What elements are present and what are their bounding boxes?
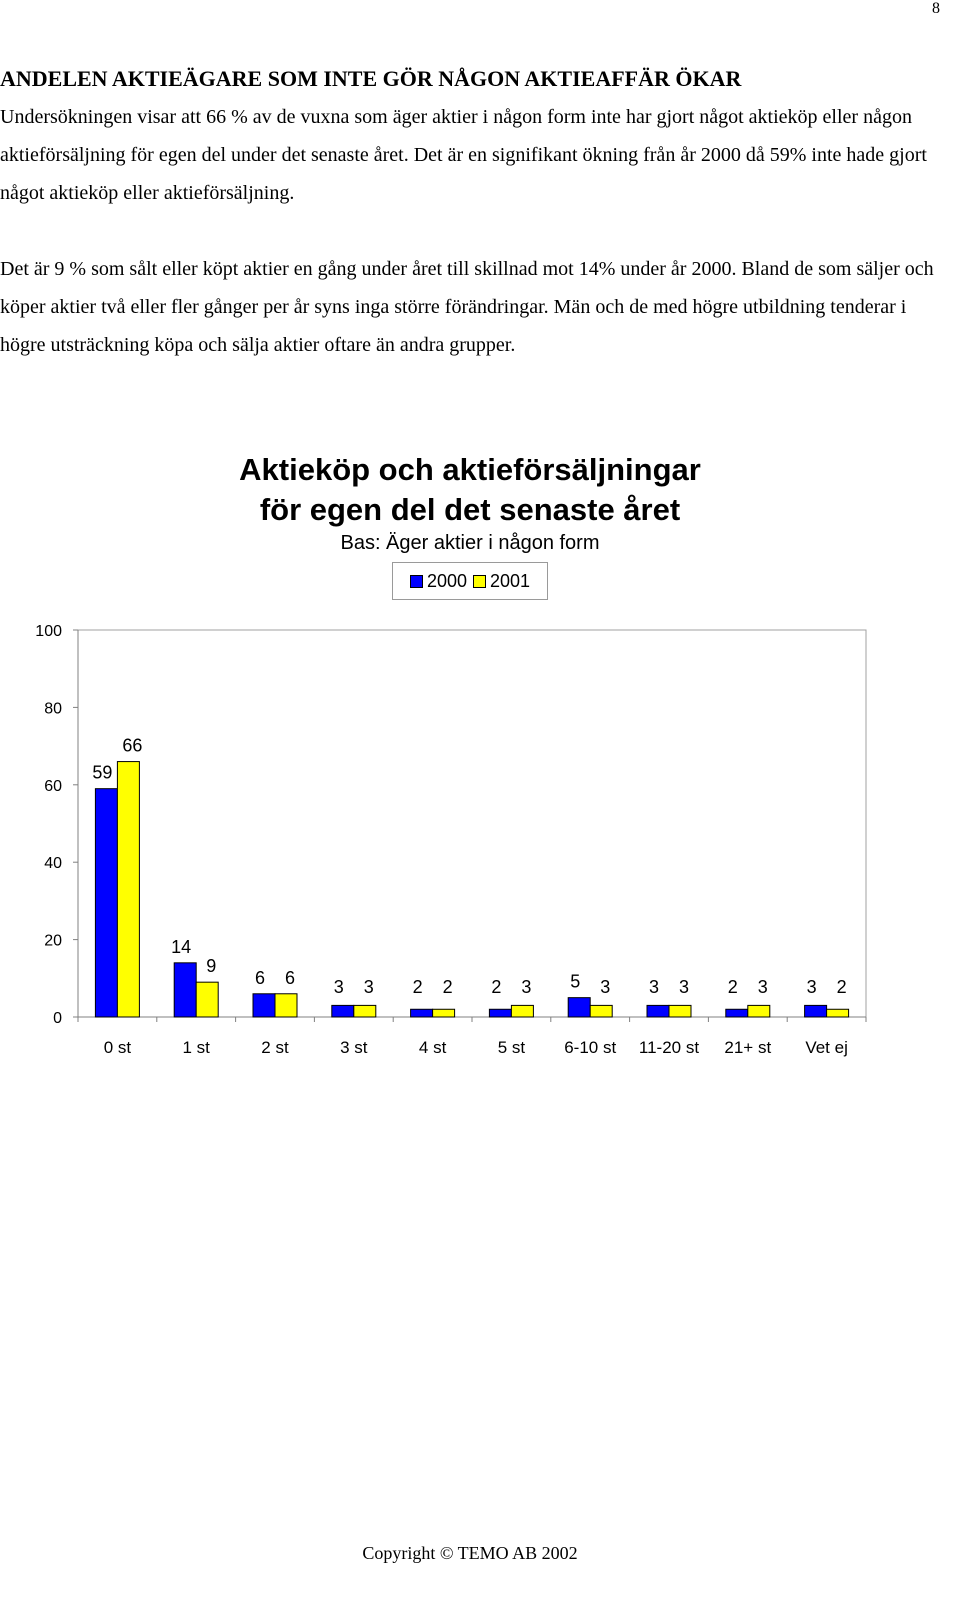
data-label-2000-3-st: 3 xyxy=(334,977,344,997)
data-label-2000-2-st: 6 xyxy=(255,968,265,988)
category-label-4-st: 4 st xyxy=(419,1038,447,1057)
y-tick-label-80: 80 xyxy=(44,700,62,717)
data-label-2000-11-20-st: 3 xyxy=(649,977,659,997)
data-label-2001-3-st: 3 xyxy=(364,977,374,997)
data-label-2001-5-st: 3 xyxy=(521,977,531,997)
data-label-2001-6-10-st: 3 xyxy=(600,977,610,997)
y-tick-label-20: 20 xyxy=(44,933,62,950)
data-label-2001-2-st: 6 xyxy=(285,968,295,988)
data-label-2001-0-st: 66 xyxy=(122,736,142,756)
chart-title-line-2: för egen del det senaste året xyxy=(259,492,681,527)
chart-subtitle: Bas: Äger aktier i någon form xyxy=(340,532,600,554)
bar-2001-Vet-ej xyxy=(826,1008,850,1018)
category-label-2-st: 2 st xyxy=(261,1038,289,1057)
data-label-2001-21+-st: 3 xyxy=(758,977,768,997)
bar-2000-11-20-st xyxy=(646,1004,670,1018)
category-label-1-st: 1 st xyxy=(182,1038,210,1057)
chart-title-line-1: Aktieköp och aktieförsäljningar xyxy=(239,452,701,487)
bar-2001-6-10-st xyxy=(589,1004,613,1018)
category-label-3-st: 3 st xyxy=(340,1038,368,1057)
category-label-Vet-ej: Vet ej xyxy=(805,1038,848,1057)
y-tick-label-0: 0 xyxy=(53,1010,62,1027)
data-label-2001-1-st: 9 xyxy=(206,956,216,976)
bar-2001-21+-st xyxy=(747,1004,771,1018)
legend-label-2001: 2001 xyxy=(490,570,531,591)
page-number: 8 xyxy=(932,0,940,17)
category-label-0-st: 0 st xyxy=(104,1038,132,1057)
legend-swatch-2001 xyxy=(473,574,486,588)
category-label-11-20-st: 11-20 st xyxy=(639,1038,699,1057)
bar-2000-0-st xyxy=(94,788,118,1018)
bar-2001-3-st xyxy=(353,1004,377,1018)
data-label-2001-Vet-ej: 2 xyxy=(837,977,847,997)
article-paragraph-1: Undersökningen visar att 66 % av de vuxn… xyxy=(0,106,927,204)
bar-2001-11-20-st xyxy=(668,1004,692,1018)
bar-2000-4-st xyxy=(410,1008,434,1018)
legend-swatch-2000 xyxy=(409,574,423,588)
bar-2000-21+-st xyxy=(725,1008,749,1018)
chart-legend: 2000 2001 xyxy=(392,562,548,600)
category-label-5-st: 5 st xyxy=(498,1038,526,1057)
data-label-2000-Vet-ej: 3 xyxy=(807,977,817,997)
bar-2001-1-st xyxy=(195,981,219,1018)
bar-2000-1-st xyxy=(173,962,197,1018)
data-label-2000-4-st: 2 xyxy=(413,977,423,997)
bar-2001-4-st xyxy=(432,1008,456,1018)
y-tick-label-40: 40 xyxy=(44,855,62,872)
bar-2001-2-st xyxy=(274,993,298,1018)
category-label-6-10-st: 6-10 st xyxy=(564,1038,616,1057)
bar-2000-6-10-st xyxy=(567,997,591,1018)
data-label-2000-1-st: 14 xyxy=(171,937,191,957)
data-label-2001-4-st: 2 xyxy=(443,977,453,997)
article-paragraph-2: Det är 9 % som sålt eller köpt aktier en… xyxy=(0,258,934,356)
legend-item-2001: 2001 xyxy=(473,571,530,592)
data-label-2000-0-st: 59 xyxy=(92,763,112,783)
plot-frame xyxy=(78,629,867,1017)
legend-item-2000: 2000 xyxy=(409,570,467,592)
legend-label-2000: 2000 xyxy=(426,570,467,591)
y-tick-label-100: 100 xyxy=(35,623,62,640)
bar-2001-5-st xyxy=(510,1004,534,1018)
article-heading: ANDELEN AKTIEÄGARE SOM INTE GÖR NÅGON AK… xyxy=(0,66,742,91)
data-label-2000-21+-st: 2 xyxy=(728,977,738,997)
bar-2000-2-st xyxy=(252,993,276,1018)
copyright-footer: Copyright © TEMO AB 2002 xyxy=(362,1543,578,1563)
data-label-2001-11-20-st: 3 xyxy=(679,977,689,997)
bar-2000-5-st xyxy=(488,1008,512,1018)
data-label-2000-5-st: 2 xyxy=(491,977,501,997)
y-tick-label-60: 60 xyxy=(44,778,62,795)
bar-2001-0-st xyxy=(116,761,140,1018)
bar-2000-3-st xyxy=(331,1004,355,1018)
bar-2000-Vet-ej xyxy=(804,1004,828,1018)
data-label-2000-6-10-st: 5 xyxy=(570,972,580,992)
category-label-21+-st: 21+ st xyxy=(724,1038,771,1057)
